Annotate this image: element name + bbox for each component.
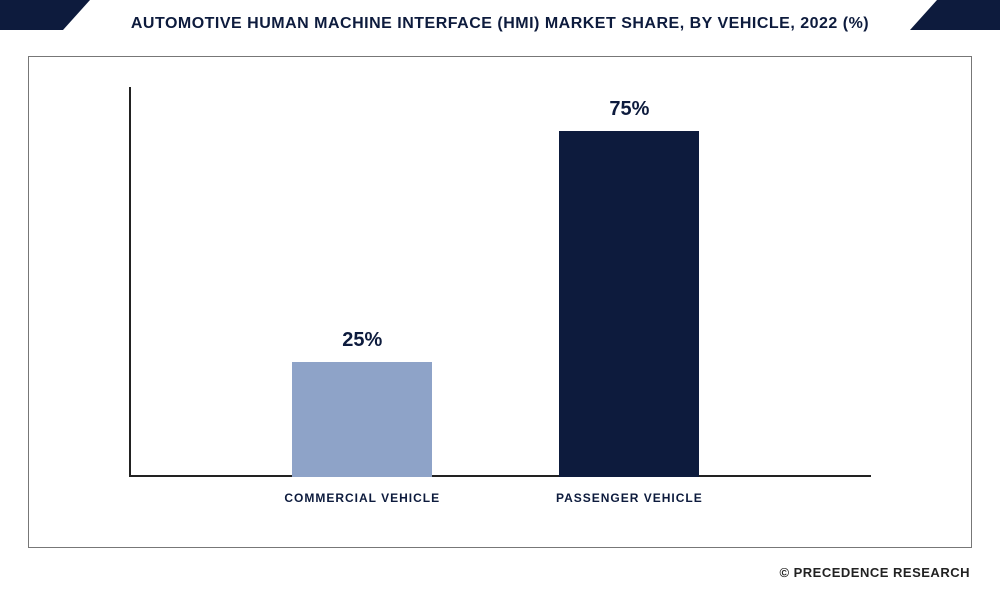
plot-area: 25% COMMERCIAL VEHICLE 75% PASSENGER VEH… [129, 87, 871, 477]
bar-value-label: 25% [342, 329, 382, 352]
bar-commercial-vehicle [292, 362, 432, 477]
bar-group: 75% PASSENGER VEHICLE [559, 98, 699, 477]
corner-accent-left [0, 0, 90, 30]
category-label: PASSENGER VEHICLE [556, 491, 703, 505]
bar-value-label: 75% [609, 98, 649, 121]
chart-frame: 25% COMMERCIAL VEHICLE 75% PASSENGER VEH… [28, 56, 972, 548]
category-label: COMMERCIAL VEHICLE [284, 491, 440, 505]
corner-accent-right [910, 0, 1000, 30]
footer-attribution: © PRECEDENCE RESEARCH [779, 565, 970, 580]
title-bar: AUTOMOTIVE HUMAN MACHINE INTERFACE (HMI)… [0, 0, 1000, 48]
bar-group: 25% COMMERCIAL VEHICLE [292, 329, 432, 477]
x-axis-line [129, 475, 871, 477]
chart-title: AUTOMOTIVE HUMAN MACHINE INTERFACE (HMI)… [131, 15, 869, 33]
y-axis-line [129, 87, 131, 477]
bar-passenger-vehicle [559, 131, 699, 477]
